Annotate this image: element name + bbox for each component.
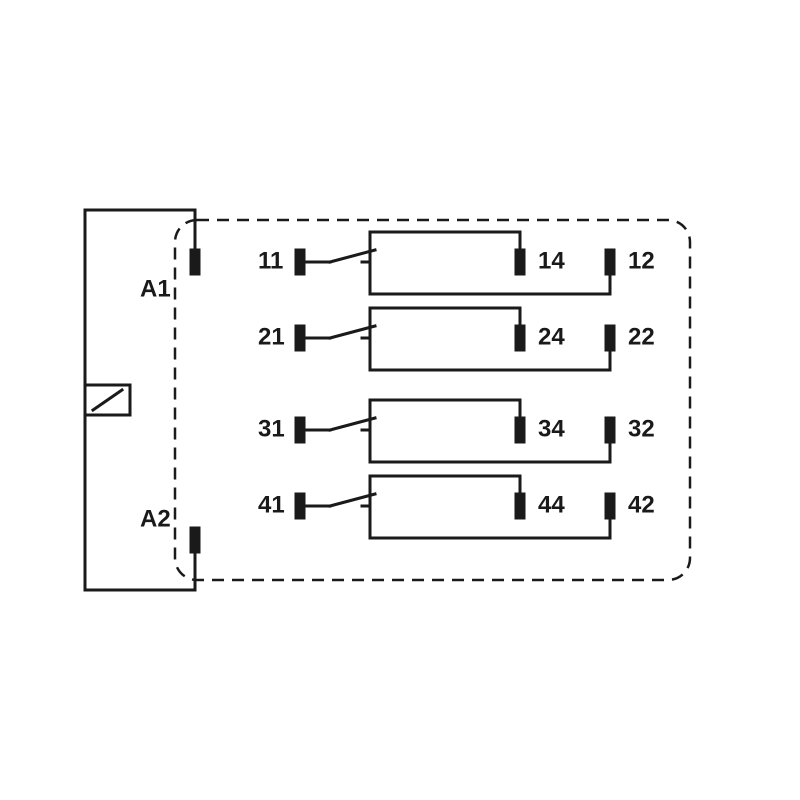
- terminal-34: [515, 417, 526, 444]
- label-11: 11: [258, 247, 283, 274]
- label-a2: A2: [140, 505, 171, 532]
- label-24: 24: [538, 323, 565, 350]
- label-34: 34: [538, 415, 565, 442]
- terminal-a2: [190, 527, 201, 554]
- terminal-24: [515, 325, 526, 352]
- label-32: 32: [628, 415, 655, 442]
- terminal-22: [605, 325, 616, 352]
- terminal-31: [295, 417, 306, 444]
- label-a1: A1: [140, 275, 171, 302]
- terminal-44: [515, 493, 526, 520]
- label-44: 44: [538, 491, 565, 518]
- label-12: 12: [628, 247, 655, 274]
- label-21: 21: [258, 323, 285, 350]
- terminal-11: [295, 249, 306, 276]
- terminal-14: [515, 249, 526, 276]
- terminal-42: [605, 493, 616, 520]
- relay-schematic: A1 A2 11 14 12 21 24 22 31 34 32 41 44 42: [0, 0, 800, 800]
- terminal-32: [605, 417, 616, 444]
- label-31: 31: [258, 415, 285, 442]
- label-41: 41: [258, 491, 285, 518]
- terminal-a1: [190, 249, 201, 276]
- label-42: 42: [628, 491, 655, 518]
- terminal-41: [295, 493, 306, 520]
- terminal-21: [295, 325, 306, 352]
- terminal-12: [605, 249, 616, 276]
- label-14: 14: [538, 247, 565, 274]
- label-22: 22: [628, 323, 655, 350]
